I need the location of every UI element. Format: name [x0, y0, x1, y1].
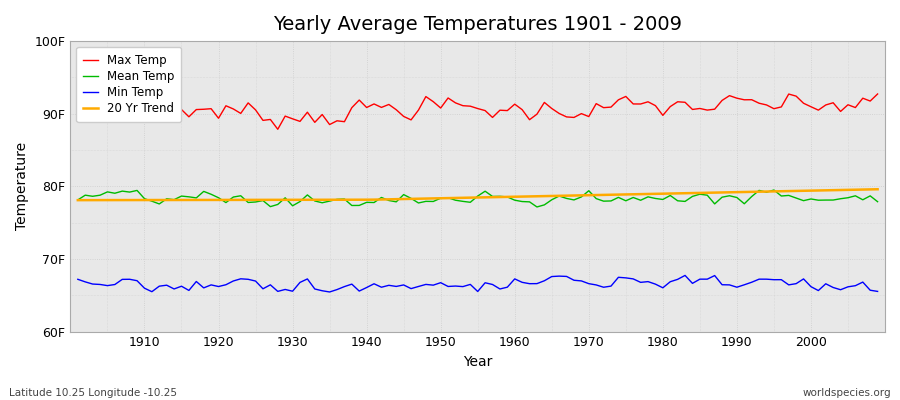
Line: Min Temp: Min Temp	[77, 276, 878, 292]
20 Yr Trend	[872, 187, 883, 192]
Max Temp	[273, 127, 284, 132]
Max Temp	[346, 105, 357, 110]
Min Temp	[294, 280, 305, 285]
20 Yr Trend	[339, 197, 350, 202]
Min Temp	[680, 273, 690, 278]
Max Temp	[131, 102, 142, 106]
Text: Latitude 10.25 Longitude -10.25: Latitude 10.25 Longitude -10.25	[9, 388, 177, 398]
Title: Yearly Average Temperatures 1901 - 2009: Yearly Average Temperatures 1901 - 2009	[274, 15, 682, 34]
20 Yr Trend	[598, 192, 609, 197]
Mean Temp	[339, 197, 350, 202]
20 Yr Trend	[509, 194, 520, 199]
Mean Temp	[502, 194, 513, 199]
Legend: Max Temp, Mean Temp, Min Temp, 20 Yr Trend: Max Temp, Mean Temp, Min Temp, 20 Yr Tre…	[76, 47, 182, 122]
Min Temp	[324, 290, 335, 294]
Mean Temp	[872, 199, 883, 204]
Min Temp	[72, 277, 83, 282]
20 Yr Trend	[72, 198, 83, 202]
Max Temp	[606, 105, 616, 110]
Min Temp	[346, 282, 357, 286]
Line: Max Temp: Max Temp	[77, 90, 878, 129]
Max Temp	[872, 92, 883, 96]
Max Temp	[72, 87, 83, 92]
Min Temp	[517, 280, 527, 285]
20 Yr Trend	[131, 198, 142, 202]
Mean Temp	[294, 199, 305, 204]
Min Temp	[872, 289, 883, 294]
Mean Temp	[769, 188, 779, 192]
Mean Temp	[606, 198, 616, 203]
20 Yr Trend	[502, 194, 513, 199]
20 Yr Trend	[294, 198, 305, 202]
Max Temp	[302, 110, 313, 115]
Max Temp	[509, 102, 520, 106]
Min Temp	[606, 284, 616, 288]
Min Temp	[131, 278, 142, 283]
Mean Temp	[532, 204, 543, 209]
Text: worldspecies.org: worldspecies.org	[803, 388, 891, 398]
Line: Mean Temp: Mean Temp	[77, 190, 878, 207]
Max Temp	[517, 107, 527, 112]
Line: 20 Yr Trend: 20 Yr Trend	[77, 189, 878, 200]
Y-axis label: Temperature: Temperature	[15, 142, 29, 230]
Min Temp	[509, 276, 520, 281]
Mean Temp	[72, 198, 83, 202]
Mean Temp	[509, 198, 520, 202]
Mean Temp	[131, 188, 142, 193]
X-axis label: Year: Year	[463, 355, 492, 369]
